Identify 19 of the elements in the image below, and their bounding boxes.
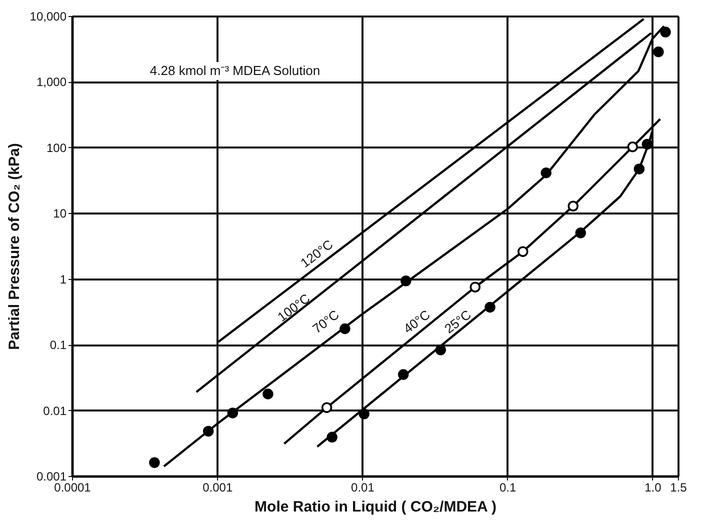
- x-tick-label: 1.5: [670, 480, 688, 494]
- y-tick-label: 0.001: [36, 470, 67, 484]
- y-tick-label: 0.1: [50, 338, 67, 352]
- annotation: 4.28 kmol m⁻³ MDEA Solution: [150, 63, 320, 78]
- x-tick-label: 0.01: [351, 480, 375, 494]
- annotation: 40°C: [400, 306, 433, 336]
- annotation: 70°C: [310, 306, 342, 336]
- y-axis-title: Partial Pressure of CO₂ (kPa): [6, 143, 23, 350]
- x-tick-label: 0.0001: [54, 480, 92, 494]
- y-tick-label: 10,000: [30, 10, 67, 24]
- x-tick-label: 0.1: [499, 480, 516, 494]
- y-tick-label: 10: [53, 206, 67, 221]
- y-tick-label: 1,000: [36, 75, 67, 90]
- x-tick-label: 1.0: [644, 480, 662, 494]
- x-tick-label: 0.001: [202, 480, 233, 494]
- y-tick-label: 0.01: [43, 404, 67, 418]
- y-tick-label: 1: [60, 272, 67, 286]
- y-tick-label: 100: [46, 140, 67, 155]
- x-axis-title: Mole Ratio in Liquid ( CO₂/MDEA ): [254, 498, 496, 516]
